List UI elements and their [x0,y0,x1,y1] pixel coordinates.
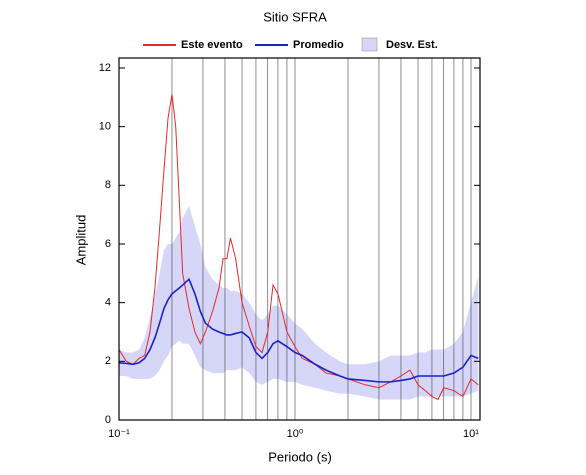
y-tick-label: 10 [99,121,111,133]
series-line [118,277,479,383]
x-tick-label: 10¹ [463,428,479,440]
plot-frame [118,57,481,421]
y-tick-label: 0 [105,414,111,426]
y-tick-label: 12 [99,62,111,74]
legend-label: Este evento [181,39,243,51]
chart-title: Sitio SFRA [263,9,327,24]
y-tick-label: 6 [105,238,111,250]
legend-label: Desv. Est. [386,39,438,51]
x-tick-label: 10⁰ [287,428,304,440]
legend-label: Promedio [293,39,344,51]
std-band [119,205,479,400]
x-tick-label: 10⁻¹ [108,428,130,440]
legend-swatch [361,37,378,52]
y-tick-label: 2 [105,355,111,367]
y-tick-label: 4 [105,297,111,309]
x-axis-label: Periodo (s) [268,449,332,464]
y-tick-label: 8 [105,179,111,191]
y-axis-label: Amplitud [73,215,88,266]
